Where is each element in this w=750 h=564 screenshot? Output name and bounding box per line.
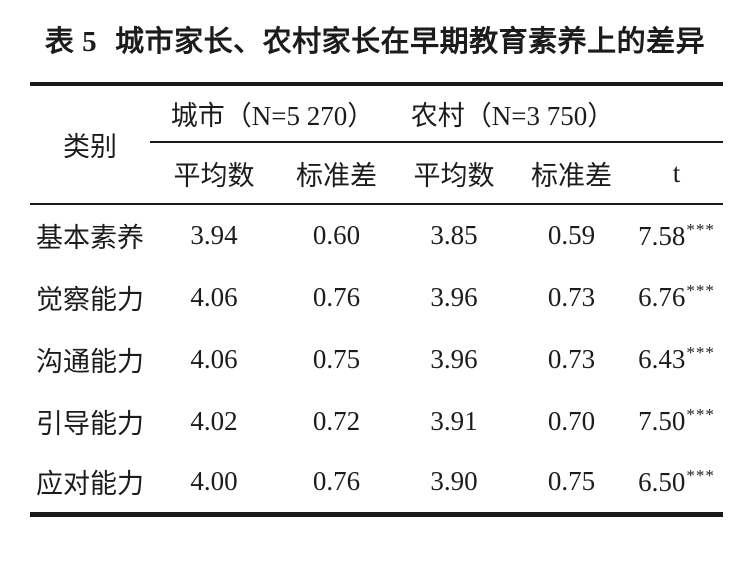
urban-sd-header: 标准差	[278, 142, 396, 205]
urban-sd-cell: 0.76	[312, 281, 361, 312]
t-value-cell: 7.50***	[630, 390, 723, 452]
t-column-header: t	[630, 142, 724, 205]
rural-sd-cell: 0.59	[547, 220, 596, 250]
urban-mean-cell: 3.94	[190, 220, 238, 250]
urban-mean-cell: 4.06	[190, 281, 238, 312]
t-value-cell: 6.43***	[630, 328, 723, 390]
rural-sd-cell: 0.73	[547, 281, 596, 312]
t-value: 7.58	[638, 220, 686, 251]
urban-sd-cell: 0.72	[312, 405, 361, 436]
table-row: 基本素养 3.94 0.60 3.85 0.59 7.58***	[30, 204, 723, 266]
urban-mean-cell: 4.02	[190, 405, 238, 436]
category-cell: 觉察能力	[36, 284, 144, 315]
urban-mean-cell: 4.00	[190, 466, 238, 497]
table-row: 应对能力 4.00 0.76 3.90 0.75 6.50***	[30, 452, 723, 514]
t-value-cell: 6.50***	[630, 452, 723, 514]
t-value-cell: 6.76***	[630, 266, 723, 328]
category-column-header: 类别	[30, 84, 150, 205]
significance-stars: ***	[686, 219, 715, 239]
t-group-spacer	[630, 84, 724, 143]
header-group-row: 类别 城市（N=5 270） 农村（N=3 750）	[30, 84, 724, 205]
table-row: 沟通能力 4.06 0.75 3.96 0.73 6.43***	[30, 328, 723, 390]
urban-mean-cell: 4.06	[190, 343, 238, 374]
significance-stars: ***	[686, 281, 715, 300]
rural-mean-header: 平均数	[395, 142, 514, 205]
category-cell: 沟通能力	[36, 346, 144, 377]
rural-group-header: 农村（N=3 750）	[395, 84, 631, 143]
urban-sd-cell: 0.75	[312, 343, 361, 374]
category-cell: 基本素养	[36, 223, 144, 253]
table-body: 基本素养 3.94 0.60 3.85 0.59 7.58*** 觉察能力 4.…	[30, 204, 723, 514]
t-value: 6.43	[638, 344, 686, 374]
t-value: 6.50	[638, 466, 686, 497]
t-value-cell: 7.58***	[630, 204, 723, 266]
table-title-text: 城市家长、农村家长在早期教育素养上的差异	[115, 26, 706, 58]
table-header: 类别 城市（N=5 270） 农村（N=3 750） 平均数 标准差 平均数 标…	[30, 84, 724, 205]
rural-sd-cell: 0.73	[547, 343, 596, 374]
t-value: 6.76	[638, 282, 686, 312]
table-row: 引导能力 4.02 0.72 3.91 0.70 7.50***	[30, 390, 723, 452]
rural-mean-cell: 3.85	[430, 220, 478, 250]
urban-mean-header: 平均数	[150, 142, 278, 205]
rural-sd-header: 标准差	[513, 142, 631, 205]
table-number: 表 5	[44, 26, 98, 58]
category-cell: 引导能力	[36, 408, 144, 439]
header-sub-row: 平均数 标准差 平均数 标准差 t	[30, 142, 724, 205]
urban-group-header: 城市（N=5 270）	[150, 84, 396, 143]
rural-mean-cell: 3.90	[430, 466, 478, 497]
rural-mean-cell: 3.96	[430, 281, 478, 312]
significance-stars: ***	[686, 405, 715, 424]
statistics-table: 类别 城市（N=5 270） 农村（N=3 750） 平均数 标准差 平均数 标…	[30, 82, 724, 517]
significance-stars: ***	[686, 465, 715, 485]
rural-sd-cell: 0.70	[547, 405, 596, 436]
rural-sd-cell: 0.75	[547, 466, 596, 497]
urban-sd-cell: 0.76	[312, 466, 361, 497]
significance-stars: ***	[686, 343, 715, 362]
urban-sd-cell: 0.60	[312, 220, 361, 250]
rural-mean-cell: 3.96	[430, 343, 478, 374]
table-title: 表 5 城市家长、农村家长在早期教育素养上的差异	[0, 18, 750, 60]
t-value: 7.50	[638, 406, 686, 436]
rural-mean-cell: 3.91	[430, 405, 478, 436]
table-row: 觉察能力 4.06 0.76 3.96 0.73 6.76***	[30, 266, 723, 328]
category-cell: 应对能力	[36, 469, 144, 500]
